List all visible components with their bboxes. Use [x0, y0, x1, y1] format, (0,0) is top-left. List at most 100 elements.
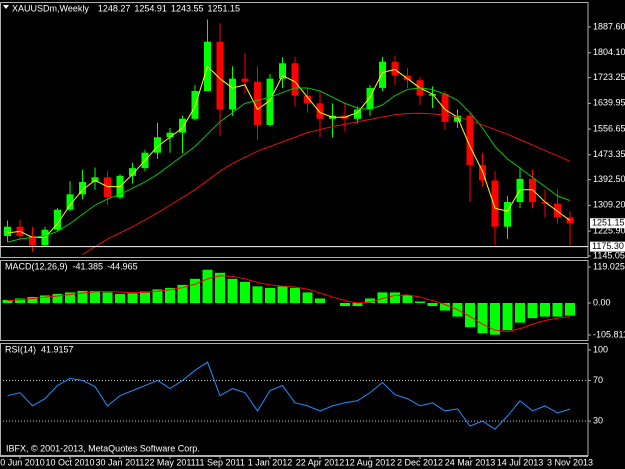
candle-body — [541, 202, 549, 204]
y-tick-label: 1225.90 — [593, 225, 625, 235]
macd-bar — [565, 302, 575, 316]
macd-bar — [352, 302, 363, 307]
candle-body — [404, 75, 411, 81]
y-tick-label: 70 — [593, 375, 603, 385]
candle-body — [129, 168, 136, 176]
candle-body — [166, 132, 174, 138]
last-price-box — [590, 218, 625, 229]
macd-bar — [390, 292, 400, 303]
macd-bar — [365, 298, 375, 303]
macd-bar — [102, 292, 113, 303]
y-tick-label: 1887.60 — [593, 21, 625, 31]
macd-bar — [440, 302, 450, 311]
macd-bar — [290, 287, 300, 303]
macd-bar — [515, 302, 525, 323]
macd-bar — [227, 278, 238, 303]
macd-bar — [115, 293, 125, 303]
macd-bar — [477, 302, 488, 334]
macd-bar — [177, 284, 188, 303]
x-tick-label: 30 Jan 2011 — [96, 457, 145, 467]
candle-body — [391, 61, 399, 76]
macd-bar — [127, 293, 138, 303]
macd-bar — [15, 298, 25, 303]
y-tick-label: 30 — [593, 415, 603, 425]
x-tick-label: 20 Jun 2010 — [0, 457, 45, 467]
header-value: -41.385 — [73, 261, 104, 271]
candle-body — [379, 61, 386, 88]
candle-body — [154, 137, 161, 153]
header-value: -44.965 — [107, 261, 138, 271]
macd-bar — [302, 292, 313, 303]
candle-body — [504, 202, 511, 227]
x-tick-label: 1 Jan 2012 — [248, 457, 293, 467]
indicator-title: MACD(12,26,9) — [5, 261, 68, 271]
moving-average — [7, 65, 571, 238]
macd-bar — [252, 286, 263, 303]
macd-bar — [490, 302, 500, 335]
macd-bar — [140, 291, 150, 303]
x-tick-label: 3 Nov 2013 — [547, 457, 593, 467]
candle-body — [229, 78, 236, 110]
x-tick-label: 10 Oct 2010 — [45, 457, 94, 467]
macd-bar — [90, 290, 100, 303]
macd-bar — [240, 281, 250, 303]
x-tick-label: 12 Aug 2012 — [345, 457, 396, 467]
candle-body — [179, 118, 186, 133]
y-tick-label: 1392.50 — [593, 174, 625, 184]
macd-bar — [277, 286, 288, 303]
macd-bar — [402, 295, 413, 303]
candle-body — [29, 235, 36, 246]
y-tick-label: -105.811 — [593, 329, 625, 339]
y-tick-label: 1556.65 — [593, 123, 625, 133]
y-tick-label: 0.00 — [593, 297, 611, 307]
macd-bar — [265, 287, 275, 303]
macd-bar — [552, 302, 563, 317]
y-tick-label: 100 — [593, 344, 608, 354]
y-tick-label: 1804.10 — [593, 47, 625, 57]
x-tick-label: 22 Apr 2012 — [296, 457, 345, 467]
candle-body — [241, 78, 249, 82]
header-value: 41.9157 — [41, 344, 74, 354]
price-level-box — [590, 241, 625, 252]
macd-bar — [2, 299, 13, 303]
macd-bar — [527, 302, 538, 319]
x-tick-label: 24 Mar 2013 — [445, 457, 496, 467]
macd-bar — [52, 293, 63, 303]
header-value: 1254.91 — [134, 3, 167, 13]
y-tick-label: 1723.25 — [593, 72, 625, 82]
panel-border — [0, 343, 589, 456]
y-tick-label: 119.025 — [593, 261, 625, 271]
candle-body — [454, 115, 461, 122]
candle-body — [91, 177, 99, 182]
macd-bar — [190, 278, 200, 303]
rsi-line — [7, 361, 571, 430]
symbol-marker — [3, 5, 9, 9]
candle-body — [354, 109, 361, 119]
macd-bar — [215, 272, 225, 303]
copyright-footer: IBFX, © 2001-2013, MetaQuotes Software C… — [6, 443, 200, 453]
indicator-title: XAUUSDm,Weekly — [12, 3, 89, 13]
macd-bar — [502, 302, 513, 331]
candle-body — [79, 181, 86, 195]
candle-body — [54, 209, 61, 230]
moving-average — [7, 87, 571, 243]
x-tick-label: 14 Jul 2013 — [497, 457, 544, 467]
macd-bar — [377, 292, 388, 303]
macd-bar — [40, 295, 50, 303]
macd-bar — [152, 289, 163, 303]
macd-bar — [165, 287, 175, 303]
candle-body — [266, 78, 274, 125]
candle-body — [304, 95, 311, 104]
candle-body — [104, 177, 111, 198]
header-value: 1251.15 — [208, 3, 241, 13]
macd-bar — [427, 302, 438, 307]
y-tick-label: 1473.35 — [593, 149, 625, 159]
candle-body — [491, 180, 499, 227]
header-value: 1243.55 — [171, 3, 204, 13]
last-price-label: 1251.15 — [592, 218, 625, 228]
candle-body — [316, 103, 324, 119]
candle-body — [554, 203, 561, 218]
